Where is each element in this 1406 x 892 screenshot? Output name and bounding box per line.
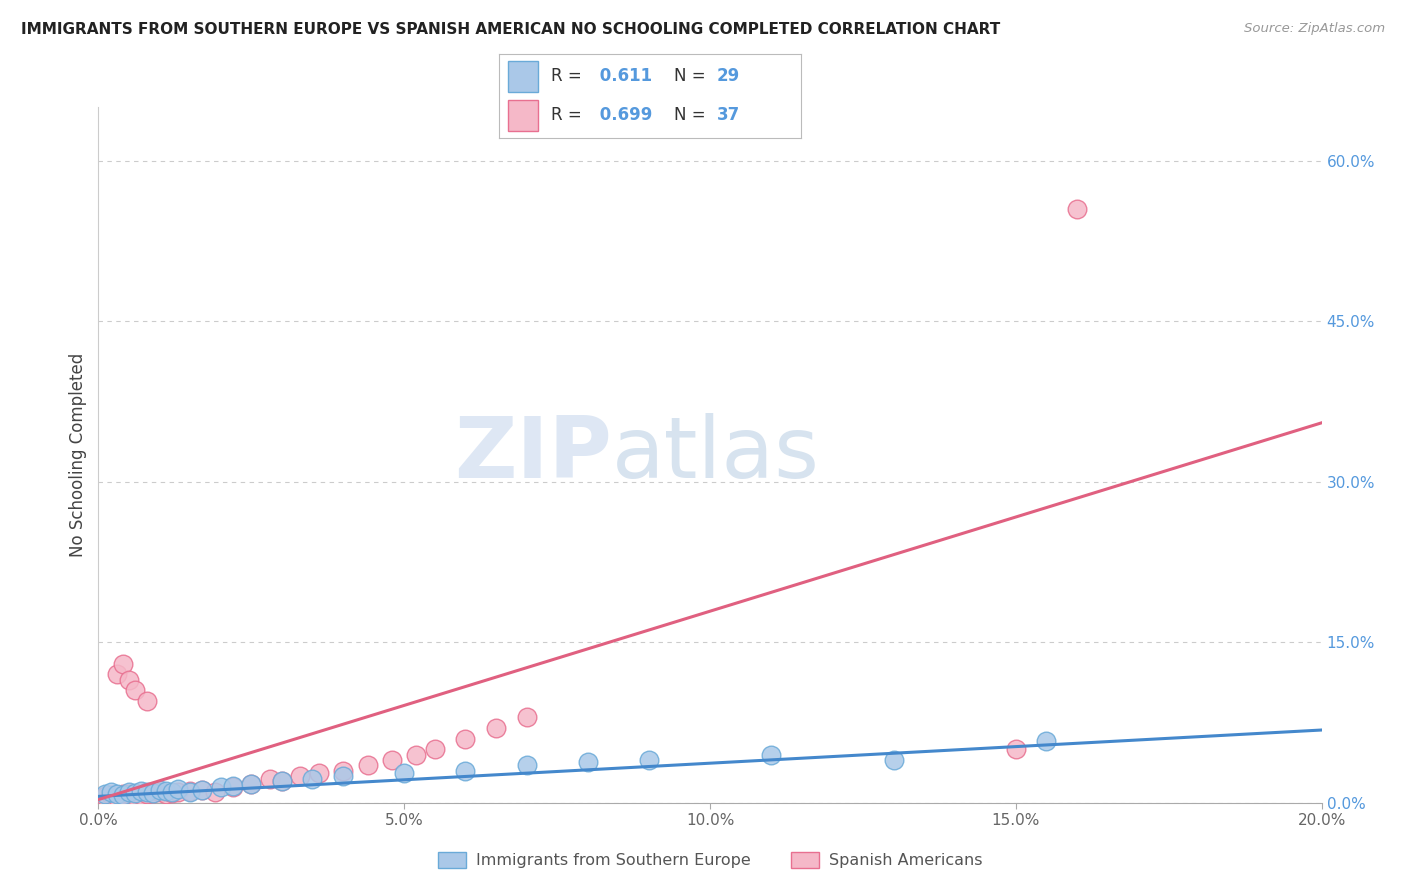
Point [259, 772, 281, 787]
Point [204, 785, 226, 799]
Text: Source: ZipAtlas.com: Source: ZipAtlas.com [1244, 22, 1385, 36]
Point [423, 742, 446, 756]
Point [167, 781, 190, 796]
Point [167, 785, 190, 799]
Point [136, 785, 159, 799]
Point [111, 789, 134, 803]
Text: atlas: atlas [612, 413, 820, 497]
Point [240, 776, 263, 790]
Point [179, 784, 201, 798]
Point [270, 774, 292, 789]
Text: R =: R = [551, 106, 586, 124]
Point [454, 764, 477, 778]
Point [105, 790, 128, 805]
Point [155, 784, 177, 798]
Y-axis label: No Schooling Completed: No Schooling Completed [69, 353, 87, 557]
Point [332, 764, 354, 778]
Point [637, 753, 661, 767]
Point [454, 731, 477, 746]
Point [179, 785, 201, 799]
Point [105, 787, 128, 801]
Point [516, 710, 538, 724]
Point [155, 787, 177, 801]
Point [191, 783, 214, 797]
Point [392, 765, 416, 780]
Point [290, 769, 312, 783]
Point [129, 784, 152, 798]
Point [308, 765, 330, 780]
Point [485, 721, 508, 735]
Text: 0.611: 0.611 [595, 68, 652, 86]
Point [516, 758, 538, 772]
Point [332, 769, 354, 783]
Point [136, 787, 159, 801]
Point [222, 779, 245, 793]
Point [356, 758, 378, 772]
Point [149, 785, 172, 799]
Point [270, 774, 292, 789]
Text: ZIP: ZIP [454, 413, 612, 497]
Point [576, 755, 599, 769]
Point [111, 657, 134, 671]
Point [100, 785, 122, 799]
Legend: Immigrants from Southern Europe, Spanish Americans: Immigrants from Southern Europe, Spanish… [432, 846, 988, 875]
Point [405, 747, 427, 762]
Text: N =: N = [675, 68, 711, 86]
Point [124, 683, 146, 698]
Text: R =: R = [551, 68, 586, 86]
Point [149, 783, 172, 797]
Point [209, 780, 232, 794]
Point [124, 789, 146, 804]
Point [1035, 733, 1057, 747]
Point [105, 667, 128, 681]
Bar [508, 100, 538, 130]
Point [1004, 742, 1026, 756]
Point [124, 786, 146, 800]
Point [118, 673, 141, 687]
Point [883, 753, 905, 767]
Bar [508, 62, 538, 92]
Point [111, 787, 134, 801]
Point [93, 789, 115, 804]
Text: 29: 29 [717, 68, 740, 86]
Point [160, 786, 183, 800]
Point [136, 694, 159, 708]
Text: 0.699: 0.699 [595, 106, 652, 124]
Point [222, 780, 245, 794]
Point [142, 786, 165, 800]
Point [759, 747, 782, 762]
Point [191, 783, 214, 797]
Point [93, 787, 115, 801]
Point [118, 785, 141, 799]
Text: N =: N = [675, 106, 711, 124]
Point [100, 789, 122, 803]
Text: 37: 37 [717, 106, 740, 124]
Point [240, 776, 263, 790]
Point [381, 753, 404, 767]
Point [129, 789, 152, 803]
Text: IMMIGRANTS FROM SOUTHERN EUROPE VS SPANISH AMERICAN NO SCHOOLING COMPLETED CORRE: IMMIGRANTS FROM SOUTHERN EUROPE VS SPANI… [21, 22, 1000, 37]
Point [1066, 202, 1088, 216]
Point [142, 786, 165, 800]
Point [160, 785, 183, 799]
Point [118, 787, 141, 801]
Point [301, 772, 323, 787]
